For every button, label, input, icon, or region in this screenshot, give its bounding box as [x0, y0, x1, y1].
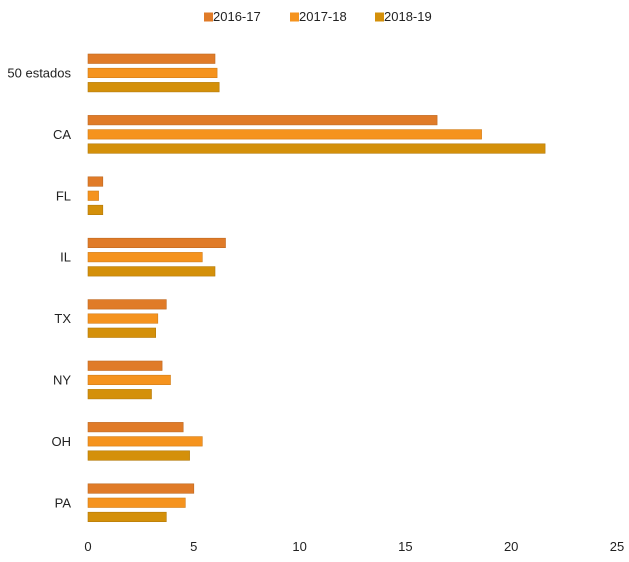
- x-tick-label: 10: [292, 539, 306, 554]
- bar-ca-2017-18: [87, 129, 482, 140]
- category-labels: 50 estados CA FL IL TX NY OH PA: [7, 66, 71, 511]
- bar-ny-2017-18: [87, 374, 171, 386]
- bar-ny-2018-19: [87, 389, 152, 400]
- bar-pa-2017-18: [87, 497, 186, 508]
- legend-swatch: [375, 12, 384, 22]
- legend-swatch: [204, 12, 213, 22]
- bar-pa-2016-17: [87, 483, 195, 494]
- bar-il-2016-17: [87, 237, 226, 248]
- category-label: TX: [54, 311, 71, 326]
- category-label: IL: [60, 250, 71, 265]
- legend-label: 2018-19: [384, 9, 432, 24]
- bar-fl-2018-19: [87, 204, 104, 215]
- bar-50-estados-2018-19: [87, 82, 220, 93]
- bar-il-2017-18: [87, 252, 203, 263]
- x-tick-labels: 0 5 10 15 20 25: [84, 539, 624, 554]
- bar-oh-2016-17: [87, 422, 184, 433]
- bar-tx-2018-19: [87, 327, 156, 338]
- category-label: FL: [56, 188, 71, 203]
- bar-ca-2016-17: [87, 115, 438, 126]
- legend-label: 2016-17: [213, 9, 261, 24]
- bar-ny-2016-17: [87, 360, 163, 371]
- bar-fl-2016-17: [87, 176, 104, 187]
- category-label: CA: [53, 127, 71, 142]
- bar-ca-2018-19: [87, 143, 546, 154]
- category-label: OH: [52, 434, 72, 449]
- category-label: 50 estados: [7, 66, 71, 81]
- bar-pa-2018-19: [87, 511, 167, 523]
- x-tick-label: 20: [504, 539, 518, 554]
- bar-50-estados-2017-18: [87, 67, 218, 78]
- bar-50-estados-2016-17: [87, 53, 216, 64]
- x-tick-label: 25: [610, 539, 624, 554]
- bar-tx-2017-18: [87, 313, 159, 324]
- legend: 2016-17 2017-18 2018-19: [204, 9, 432, 24]
- x-tick-label: 0: [84, 539, 91, 554]
- bar-oh-2017-18: [87, 436, 203, 447]
- bar-il-2018-19: [87, 266, 216, 277]
- bar-fl-2017-18: [87, 190, 99, 201]
- category-label: PA: [55, 495, 72, 510]
- bars: [87, 53, 546, 523]
- legend-label: 2017-18: [299, 9, 347, 24]
- x-tick-label: 5: [190, 539, 197, 554]
- legend-swatch: [290, 12, 299, 22]
- category-label: NY: [53, 372, 71, 387]
- bar-tx-2016-17: [87, 299, 167, 310]
- bar-oh-2018-19: [87, 450, 190, 461]
- x-tick-label: 15: [398, 539, 412, 554]
